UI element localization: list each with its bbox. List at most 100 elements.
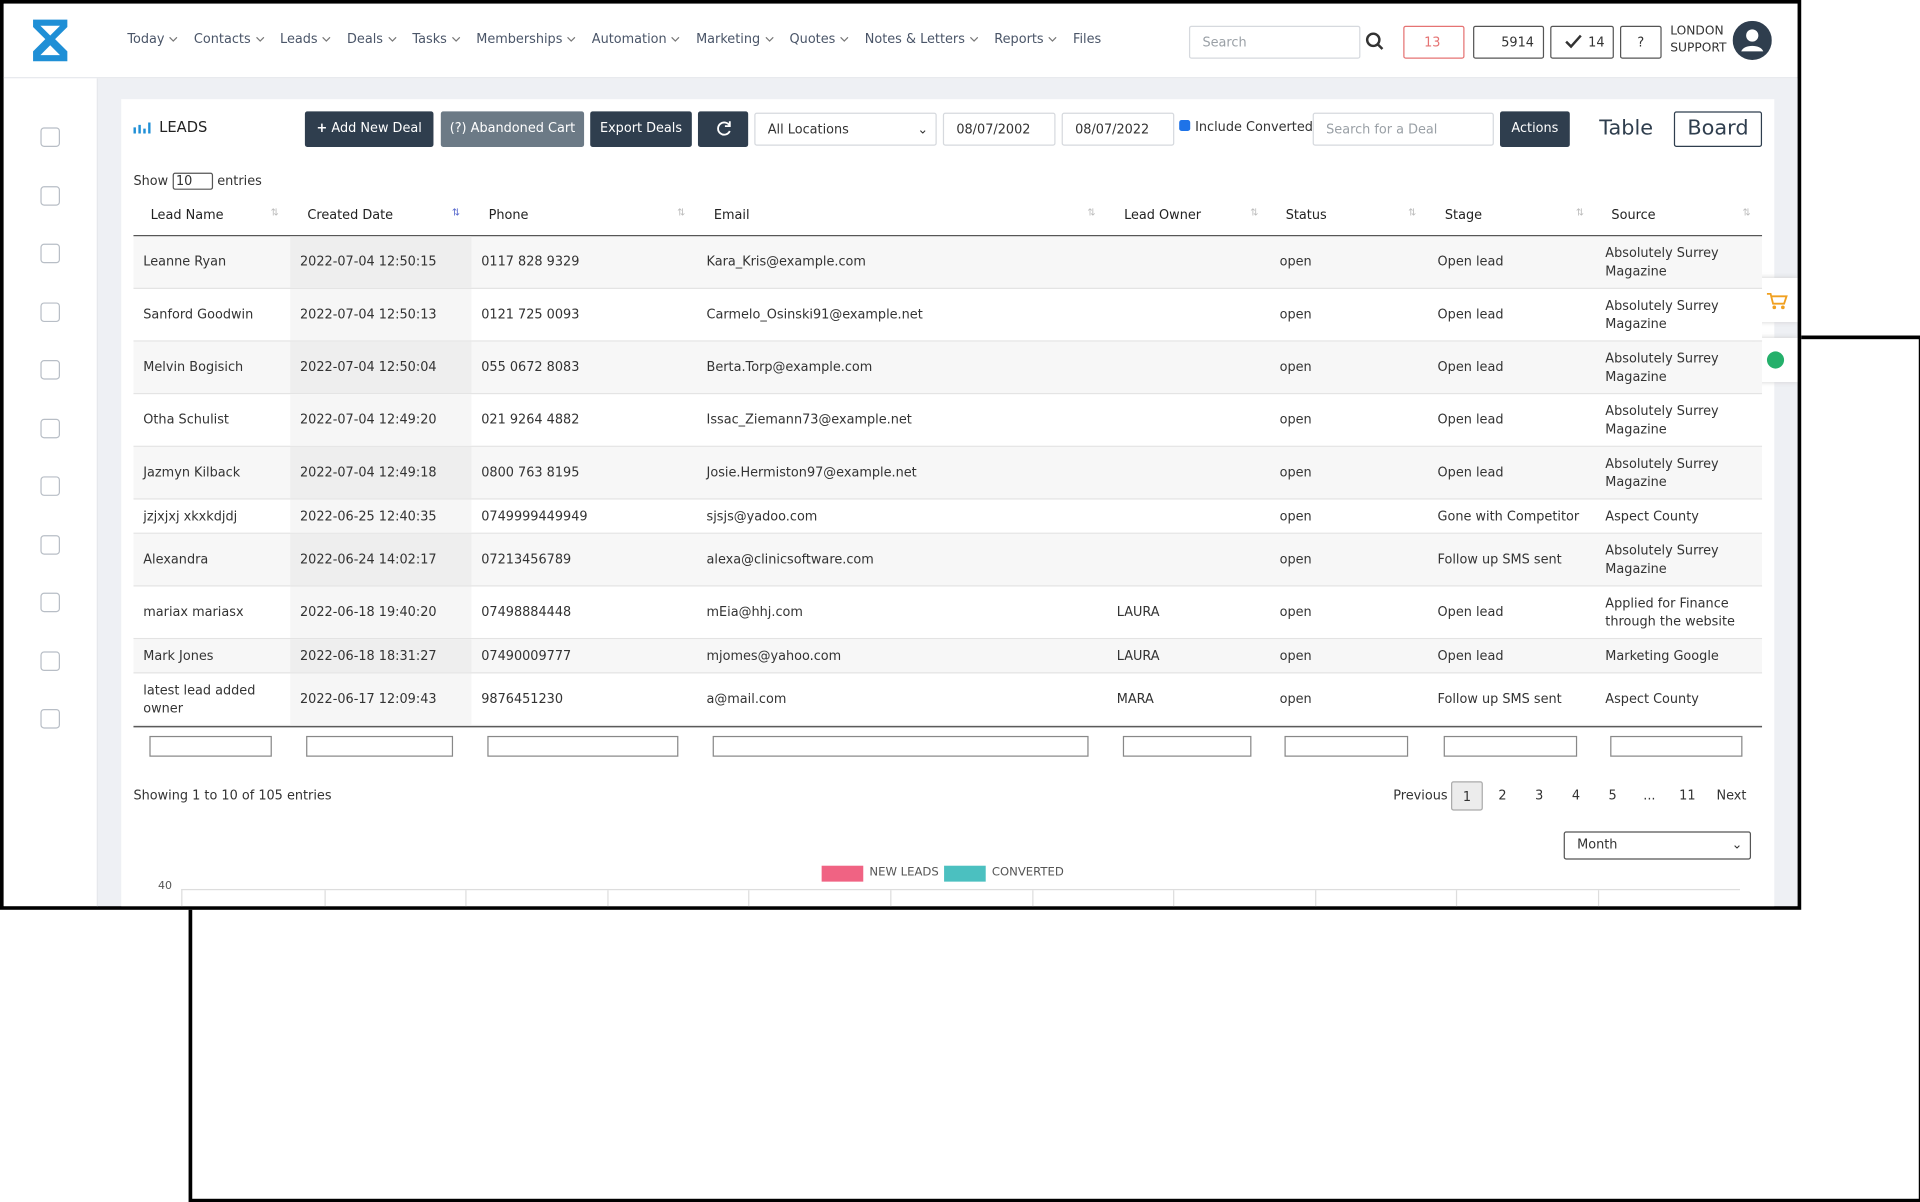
nav-item[interactable]: Leads: [280, 32, 331, 47]
nav-item[interactable]: Contacts: [194, 32, 264, 47]
page-button[interactable]: 2: [1498, 788, 1507, 804]
actions-button[interactable]: Actions: [1500, 111, 1570, 147]
cell-text: Aspect County: [1605, 691, 1699, 707]
column-header[interactable]: Lead Owner: [1124, 208, 1202, 223]
nav-item[interactable]: Marketing: [696, 32, 774, 47]
sidebar-icon[interactable]: [40, 592, 61, 613]
table-view-toggle[interactable]: Table: [1599, 116, 1654, 141]
page-button[interactable]: 3: [1535, 788, 1544, 804]
page-button[interactable]: 1: [1451, 781, 1483, 811]
column-filter[interactable]: [149, 735, 272, 757]
page-button[interactable]: 5: [1608, 788, 1617, 804]
help-button[interactable]: ?: [1620, 25, 1662, 59]
sort-icon[interactable]: ⇅: [1087, 206, 1096, 218]
phone-count[interactable]: 5914: [1473, 25, 1545, 59]
nav-item[interactable]: Today: [127, 32, 178, 47]
table-cell: jzjxjxj xkxkdjdj: [143, 500, 283, 534]
column-header[interactable]: Status: [1285, 208, 1327, 223]
cell-text: Open lead: [1437, 465, 1504, 481]
table-cell: 0121 725 0093: [481, 289, 689, 342]
cell-text: open: [1279, 360, 1312, 375]
cell-text: 2022-07-04 12:50:13: [300, 307, 437, 323]
column-header[interactable]: Source: [1611, 208, 1656, 223]
search-input[interactable]: Search: [1188, 25, 1361, 59]
logo[interactable]: [25, 15, 75, 65]
search-icon[interactable]: [1365, 32, 1385, 52]
column-header[interactable]: Email: [713, 208, 750, 223]
cell-text: 2022-06-18 18:31:27: [300, 648, 437, 664]
cell-text: 2022-07-04 12:50:15: [300, 254, 437, 270]
column-filter[interactable]: [1284, 735, 1409, 757]
table-cell: 2022-06-25 12:40:35: [300, 500, 464, 534]
date-to[interactable]: 08/07/2022: [1061, 112, 1175, 146]
refresh-button[interactable]: [697, 111, 749, 147]
sidebar-icon[interactable]: [40, 418, 61, 438]
sort-icon[interactable]: ⇅: [1575, 206, 1585, 218]
sort-icon[interactable]: ⇅: [451, 206, 461, 218]
cell-text: Josie.Hermiston97@example.net: [706, 465, 917, 481]
grid-column: [1173, 890, 1175, 907]
nav-item[interactable]: Memberships: [476, 32, 576, 47]
abandoned-cart-button[interactable]: (?) Abandoned Cart: [440, 111, 585, 147]
column-filter[interactable]: [487, 735, 679, 757]
grid-column: [465, 890, 467, 907]
column-header[interactable]: Lead Name: [150, 208, 224, 223]
sort-icon[interactable]: ⇅: [1250, 206, 1259, 218]
nav-item[interactable]: Quotes: [790, 32, 849, 47]
cell-text: Aspect County: [1605, 508, 1699, 524]
task-count[interactable]: 14: [1550, 25, 1614, 59]
nav-item[interactable]: Notes & Letters: [865, 32, 979, 47]
sidebar-icon[interactable]: [40, 476, 61, 496]
page-button[interactable]: 4: [1571, 788, 1581, 804]
sort-icon[interactable]: ⇅: [1408, 206, 1417, 218]
board-view-toggle[interactable]: Board: [1673, 111, 1763, 147]
page-size-select[interactable]: 10: [172, 172, 214, 190]
column-header[interactable]: Created Date: [307, 208, 394, 223]
column-filter[interactable]: [306, 735, 454, 757]
cell-text: 2022-07-04 12:50:04: [300, 360, 437, 375]
sort-icon[interactable]: ⇅: [677, 206, 686, 218]
avatar[interactable]: [1732, 20, 1772, 61]
sidebar-icon[interactable]: [40, 185, 61, 206]
deal-search[interactable]: Search for a Deal: [1312, 112, 1494, 146]
include-converted[interactable]: Include Converted: [1179, 120, 1313, 135]
sidebar-icon[interactable]: [40, 301, 61, 322]
table-cell: 0117 828 9329: [481, 236, 689, 289]
period-select[interactable]: Month ⌄: [1563, 831, 1752, 860]
nav-item[interactable]: Reports: [994, 32, 1057, 47]
sidebar-icon[interactable]: [40, 708, 61, 729]
nav-item[interactable]: Automation: [592, 32, 680, 47]
page-button[interactable]: Previous: [1393, 788, 1448, 804]
page-button[interactable]: Next: [1716, 788, 1747, 804]
date-from[interactable]: 08/07/2002: [942, 112, 1056, 146]
table-cell: open: [1280, 447, 1421, 500]
add-deal-button[interactable]: + Add New Deal: [304, 111, 434, 147]
column-header[interactable]: Stage: [1444, 208, 1483, 223]
column-header[interactable]: Phone: [488, 208, 529, 223]
column-filter[interactable]: [1610, 735, 1743, 757]
sidebar-icon[interactable]: [40, 127, 61, 147]
column-filter[interactable]: [1443, 735, 1578, 757]
sorted-cell: [290, 639, 472, 673]
sidebar-icon[interactable]: [40, 534, 61, 555]
sidebar-icon[interactable]: [40, 650, 61, 671]
sidebar-icon[interactable]: [40, 360, 61, 380]
cell-text: Mark Jones: [143, 648, 214, 664]
mail-count[interactable]: 13: [1403, 25, 1465, 59]
sort-icon[interactable]: ⇅: [1742, 206, 1751, 218]
location-select[interactable]: All Locations ⌄: [754, 112, 937, 146]
column-filter[interactable]: [1122, 735, 1252, 757]
sort-icon[interactable]: ⇅: [270, 206, 279, 218]
table-cell: Gone with Competitor: [1438, 500, 1589, 534]
page-button[interactable]: ...: [1643, 788, 1656, 804]
column-filter[interactable]: [712, 735, 1089, 757]
cell-text: open: [1279, 307, 1312, 323]
export-button[interactable]: Export Deals: [590, 111, 692, 147]
sidebar-icon[interactable]: [40, 243, 61, 264]
nav-item[interactable]: Deals: [347, 32, 397, 47]
cell-text: Open lead: [1437, 412, 1504, 428]
table-cell: Aspect County: [1605, 673, 1754, 726]
nav-item[interactable]: Tasks: [412, 32, 461, 47]
nav-item[interactable]: Files: [1073, 32, 1101, 47]
page-button[interactable]: 11: [1679, 788, 1696, 804]
